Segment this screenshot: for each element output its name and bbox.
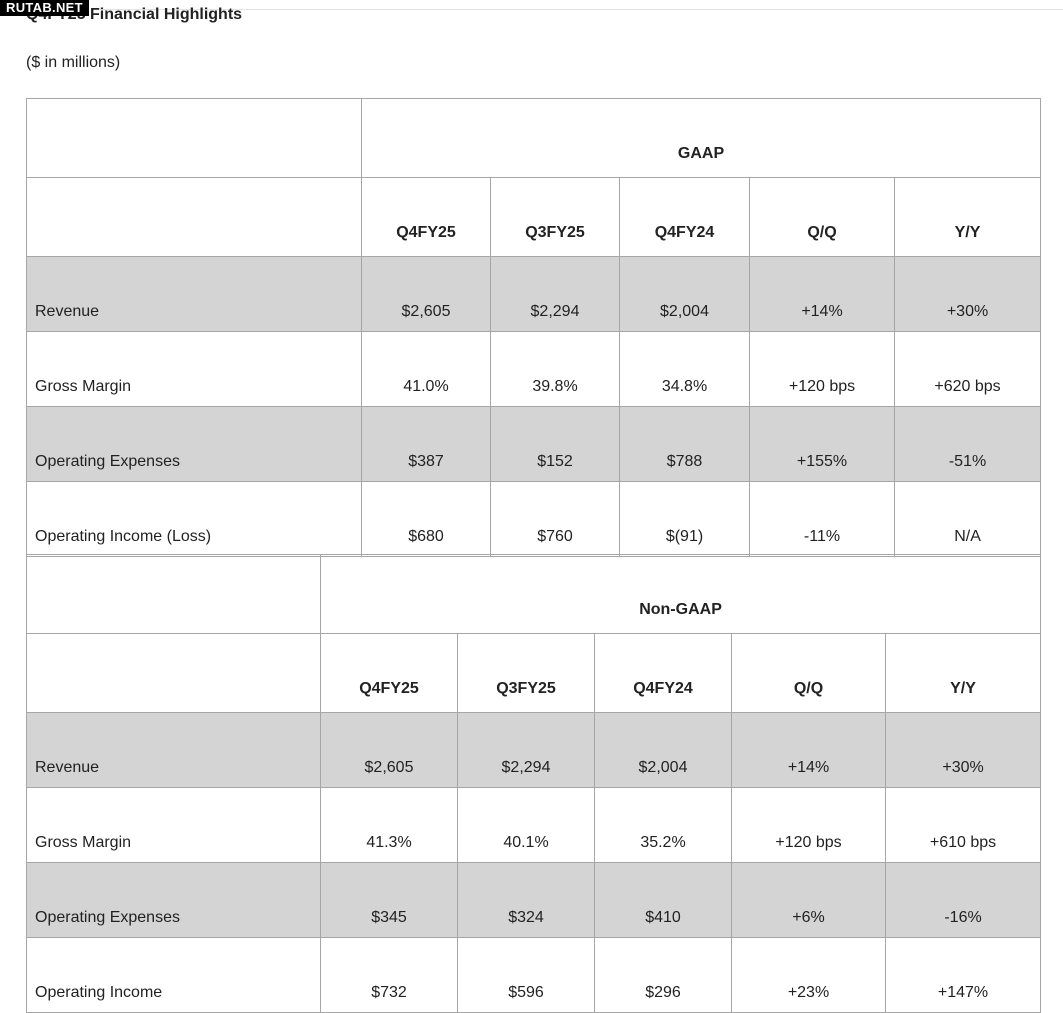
row-label: Revenue (26, 712, 321, 788)
table-cell: +155% (749, 406, 895, 482)
table-heading-row: Non-GAAP (26, 554, 1042, 634)
table-row: Operating Income (Loss) $680 $760 $(91) … (26, 481, 1042, 557)
table-cell: -11% (749, 481, 895, 557)
table-row: Operating Expenses $387 $152 $788 +155% … (26, 406, 1042, 482)
table-cell: +30% (884, 712, 1042, 788)
column-header: Q/Q (749, 177, 895, 257)
row-label: Revenue (26, 256, 362, 332)
table-heading-row: GAAP (26, 98, 1042, 178)
table-cell: 41.3% (320, 787, 458, 863)
table-cell: +120 bps (749, 331, 895, 407)
table-row: Gross Margin 41.0% 39.8% 34.8% +120 bps … (26, 331, 1042, 407)
table-cell: +23% (731, 937, 886, 1013)
table-cell: $680 (361, 481, 491, 557)
table-cell: $410 (594, 862, 732, 938)
unit-note: ($ in millions) (26, 54, 121, 71)
row-label: Operating Income (26, 937, 321, 1013)
table-cell: $296 (594, 937, 732, 1013)
column-header: Q4FY24 (619, 177, 750, 257)
table-row: Revenue $2,605 $2,294 $2,004 +14% +30% (26, 256, 1042, 332)
corner-cell (26, 177, 362, 257)
table-cell: 40.1% (457, 787, 595, 863)
table-cell: $2,605 (320, 712, 458, 788)
row-label: Gross Margin (26, 331, 362, 407)
column-header-row: Q4FY25 Q3FY25 Q4FY24 Q/Q Y/Y (26, 177, 1042, 257)
table-cell: 39.8% (490, 331, 620, 407)
column-header: Y/Y (893, 177, 1042, 257)
table-cell: $324 (457, 862, 595, 938)
table-cell: N/A (893, 481, 1042, 557)
non-gaap-table: Non-GAAP Q4FY25 Q3FY25 Q4FY24 Q/Q Y/Y Re… (26, 554, 1042, 1013)
column-header-row: Q4FY25 Q3FY25 Q4FY24 Q/Q Y/Y (26, 633, 1042, 713)
table-cell: +14% (731, 712, 886, 788)
table-heading: Non-GAAP (319, 554, 1042, 634)
table-cell: $152 (490, 406, 620, 482)
table-cell: +147% (884, 937, 1042, 1013)
table-cell: +30% (893, 256, 1042, 332)
watermark-badge: RUTAB.NET (0, 0, 89, 16)
table-heading: GAAP (360, 98, 1042, 178)
gaap-table: GAAP Q4FY25 Q3FY25 Q4FY24 Q/Q Y/Y Revenu… (26, 98, 1042, 557)
column-header: Q/Q (731, 633, 886, 713)
table-cell: +610 bps (884, 787, 1042, 863)
table-cell: $2,294 (457, 712, 595, 788)
table-cell: -16% (884, 862, 1042, 938)
table-row: Operating Expenses $345 $324 $410 +6% -1… (26, 862, 1042, 938)
column-header: Q4FY25 (320, 633, 458, 713)
table-cell: $732 (320, 937, 458, 1013)
row-label: Operating Expenses (26, 862, 321, 938)
row-label: Operating Income (Loss) (26, 481, 362, 557)
table-cell: $2,004 (594, 712, 732, 788)
table-cell: $(91) (619, 481, 750, 557)
table-cell: $2,605 (361, 256, 491, 332)
column-header: Q4FY25 (361, 177, 491, 257)
table-cell: +6% (731, 862, 886, 938)
table-cell: 41.0% (361, 331, 491, 407)
table-cell: $788 (619, 406, 750, 482)
table-cell: $596 (457, 937, 595, 1013)
table-cell: +620 bps (893, 331, 1042, 407)
table-cell: $345 (320, 862, 458, 938)
top-divider (100, 9, 1063, 10)
table-row: Operating Income $732 $596 $296 +23% +14… (26, 937, 1042, 1013)
table-cell: $760 (490, 481, 620, 557)
table-row: Revenue $2,605 $2,294 $2,004 +14% +30% (26, 712, 1042, 788)
table-cell: $2,294 (490, 256, 620, 332)
table-cell: 35.2% (594, 787, 732, 863)
table-cell: +120 bps (731, 787, 886, 863)
column-header: Q4FY24 (594, 633, 732, 713)
row-label: Operating Expenses (26, 406, 362, 482)
row-label: Gross Margin (26, 787, 321, 863)
table-cell: -51% (893, 406, 1042, 482)
corner-cell (26, 554, 321, 634)
table-cell: 34.8% (619, 331, 750, 407)
column-header: Y/Y (884, 633, 1042, 713)
table-cell: +14% (749, 256, 895, 332)
table-cell: $387 (361, 406, 491, 482)
table-row: Gross Margin 41.3% 40.1% 35.2% +120 bps … (26, 787, 1042, 863)
corner-cell (26, 98, 362, 178)
corner-cell (26, 633, 321, 713)
column-header: Q3FY25 (457, 633, 595, 713)
table-cell: $2,004 (619, 256, 750, 332)
column-header: Q3FY25 (490, 177, 620, 257)
